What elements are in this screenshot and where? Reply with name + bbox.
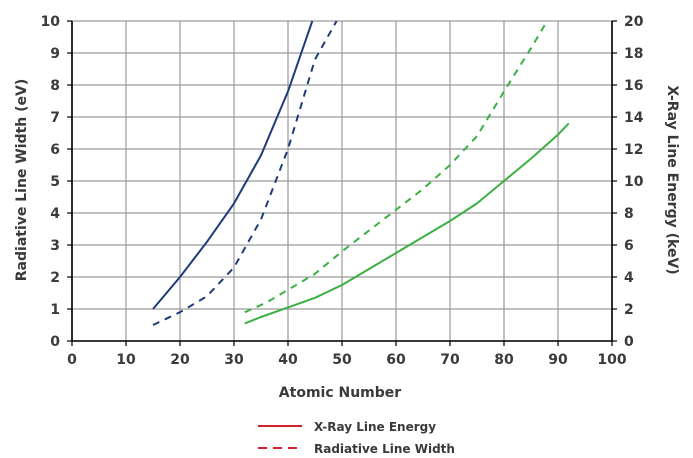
y-right-tick-label: 2 [624,302,634,318]
axes [67,20,617,346]
tick-labels: 0 10 20 30 40 50 60 70 80 90 100012345678910024681… [41,14,644,368]
y-left-tick-label: 7 [50,110,60,126]
y-left-tick-label: 5 [50,174,60,190]
y-right-tick-label: 18 [624,46,643,62]
y-left-tick-label: 0 [50,334,60,350]
x-tick-label: 40 [278,352,298,368]
x-tick-label: 70 [440,352,460,368]
legend: X-Ray Line Energy Radiative Line Width [258,420,455,456]
x-tick-label: 90 [548,352,568,368]
y-left-tick-label: 8 [50,78,60,94]
y-right-tick-label: 14 [624,110,644,126]
series-line-left-solid [152,20,314,310]
y-left-tick-label: 4 [50,206,60,222]
y-right-tick-label: 4 [624,270,634,286]
y-axis-right-title: X-Ray Line Energy (keV) [664,85,680,274]
grid [71,20,613,342]
y-left-tick-label: 6 [50,142,60,158]
x-tick-label: 10 [116,352,136,368]
series-line-right-solid [244,122,570,325]
x-tick-label: 60 [386,352,406,368]
y-axis-left-title: Radiative Line Width (eV) [14,79,30,281]
y-left-tick-label: 2 [50,270,60,286]
y-right-tick-label: 0 [624,334,634,350]
legend-label-radiative-width: Radiative Line Width [314,442,455,456]
y-right-tick-label: 20 [624,14,644,30]
x-axis-title: Atomic Number [279,385,401,401]
y-right-tick-label: 8 [624,206,634,222]
y-left-tick-label: 10 [41,14,61,30]
x-tick-label: 80 [494,352,514,368]
series-line-right-dashed [244,20,549,314]
x-tick-label: 50 [332,352,352,368]
y-right-tick-label: 16 [624,78,643,94]
y-right-tick-label: 10 [624,174,644,190]
series-group [152,20,570,326]
x-tick-label: 30 [224,352,244,368]
y-left-tick-label: 1 [50,302,60,318]
y-left-tick-label: 3 [50,238,60,254]
legend-label-xray-energy: X-Ray Line Energy [314,420,436,434]
y-right-tick-label: 6 [624,238,634,254]
x-tick-label: 0 [67,352,77,368]
y-left-tick-label: 9 [50,46,60,62]
x-tick-label: 100 [597,352,626,368]
y-right-tick-label: 12 [624,142,643,158]
x-tick-label: 20 [170,352,190,368]
